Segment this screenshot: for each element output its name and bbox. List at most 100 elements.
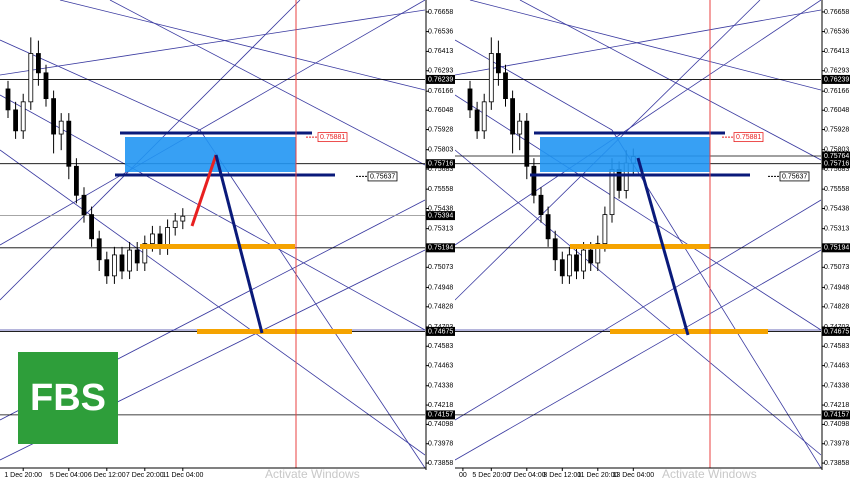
x-tick-label: 8 Dec 12:00	[543, 472, 581, 479]
level-label: 0.75716	[824, 161, 849, 168]
path-arrow	[190, 154, 218, 227]
target-bar	[197, 329, 352, 334]
level-label-box	[822, 151, 850, 161]
logo-box	[18, 352, 118, 444]
y-tick-label: 0.76048	[428, 107, 453, 114]
candle-body	[36, 53, 41, 74]
level-label: 0.75764	[824, 153, 849, 160]
x-tick-label: 13 Dec 04:00	[612, 472, 654, 479]
candle-body	[481, 101, 487, 132]
y-tick-label: 0.75683	[824, 166, 849, 173]
y-tick-label: 0.74828	[824, 304, 849, 311]
candle-body	[588, 249, 594, 264]
candle-body	[180, 215, 186, 222]
annotation-box	[367, 171, 398, 182]
level-label: 0.75194	[428, 245, 453, 252]
y-tick-label: 0.74463	[428, 362, 453, 369]
target-bar	[570, 244, 710, 249]
x-tick-label: 11 Dec 20:00	[577, 472, 618, 479]
x-tick-label: 1 Dec 20:00	[4, 472, 42, 479]
y-tick-label: 0.74463	[824, 362, 849, 369]
y-tick-label: 0.73978	[428, 441, 453, 448]
y-tick-label: 0.74098	[824, 421, 849, 428]
y-tick-label: 0.74098	[428, 421, 453, 428]
candle-body	[510, 98, 516, 135]
candle-body	[574, 254, 579, 272]
level-label: 0.76239	[824, 76, 849, 83]
gann-line	[455, 94, 821, 331]
gann-line	[0, 39, 201, 131]
level-label-box	[426, 211, 455, 221]
annotation-label: 0.75881	[320, 134, 345, 141]
candle-body	[595, 243, 601, 264]
candle-body	[142, 243, 148, 264]
y-tick-label: 0.75073	[824, 264, 849, 271]
y-tick-label: 0.75928	[428, 126, 453, 133]
y-tick-label: 0.76536	[824, 28, 849, 35]
x-tick-label: 7 Dec 04:00	[508, 472, 546, 479]
y-tick-label: 0.76658	[428, 9, 453, 16]
candle-body	[474, 109, 480, 132]
chart-panel	[455, 0, 821, 468]
candle-body	[488, 53, 494, 103]
y-tick-label: 0.74218	[428, 402, 453, 409]
y-tick-label: 0.74218	[824, 402, 849, 409]
candle-body	[96, 238, 102, 261]
level-label-box	[822, 159, 850, 169]
annotation-box	[733, 132, 764, 143]
candle-body	[5, 88, 11, 111]
candle-body	[524, 120, 530, 167]
y-tick-label: 0.75803	[824, 147, 849, 154]
target-bar	[610, 329, 768, 334]
candle-body	[531, 165, 537, 196]
y-tick-label: 0.75683	[428, 166, 453, 173]
y-tick-label: 0.75073	[428, 264, 453, 271]
annotation-label: 0.75637	[370, 173, 395, 180]
x-tick-label: 6 Dec 12:00	[88, 472, 126, 479]
level-label-box	[426, 410, 455, 420]
candle-body	[104, 259, 110, 277]
y-tick-label: 0.74948	[824, 284, 849, 291]
candle-body	[467, 88, 473, 111]
candle-body	[28, 53, 34, 103]
level-label-box	[426, 159, 455, 169]
level-label-box	[822, 326, 850, 336]
watermark: Activate Windows	[265, 467, 360, 480]
candle-body	[51, 98, 56, 135]
y-tick-label: 0.73978	[824, 441, 849, 448]
candle-body	[165, 227, 171, 248]
y-tick-label: 0.73858	[824, 460, 849, 467]
candle-body	[20, 101, 26, 132]
candle-body	[66, 120, 72, 167]
candle-body	[517, 120, 523, 135]
level-label: 0.75394	[428, 212, 453, 219]
candle-body	[172, 220, 178, 228]
y-tick-label: 0.74338	[824, 383, 849, 390]
y-tick-label: 0.76413	[428, 48, 453, 55]
y-tick-label: 0.75928	[824, 126, 849, 133]
candle-body	[552, 238, 558, 261]
level-label: 0.75194	[824, 245, 849, 252]
level-label-box	[426, 326, 455, 336]
candle-body	[89, 214, 94, 240]
y-tick-label: 0.74338	[428, 383, 453, 390]
candle-body	[616, 169, 622, 191]
y-tick-label: 0.76658	[824, 9, 849, 16]
y-tick-label: 0.76293	[824, 68, 849, 75]
candle-body	[134, 249, 140, 264]
candle-body	[602, 214, 608, 245]
level-label: 0.74675	[428, 328, 453, 335]
candle-body	[538, 194, 544, 216]
annotation-label: 0.75637	[782, 173, 807, 180]
y-tick-label: 0.75803	[428, 147, 453, 154]
drawings	[115, 0, 768, 468]
candle-body	[581, 249, 586, 272]
gann-line	[519, 0, 821, 161]
y-tick-label: 0.76536	[428, 28, 453, 35]
y-tick-label: 0.76166	[824, 88, 849, 95]
y-tick-label: 0.74948	[428, 284, 453, 291]
y-tick-label: 0.75313	[824, 225, 849, 232]
x-tick-label: 7 Dec 20:00	[126, 472, 164, 479]
gann-line	[455, 249, 821, 461]
annotation-label: 0.75881	[736, 134, 761, 141]
